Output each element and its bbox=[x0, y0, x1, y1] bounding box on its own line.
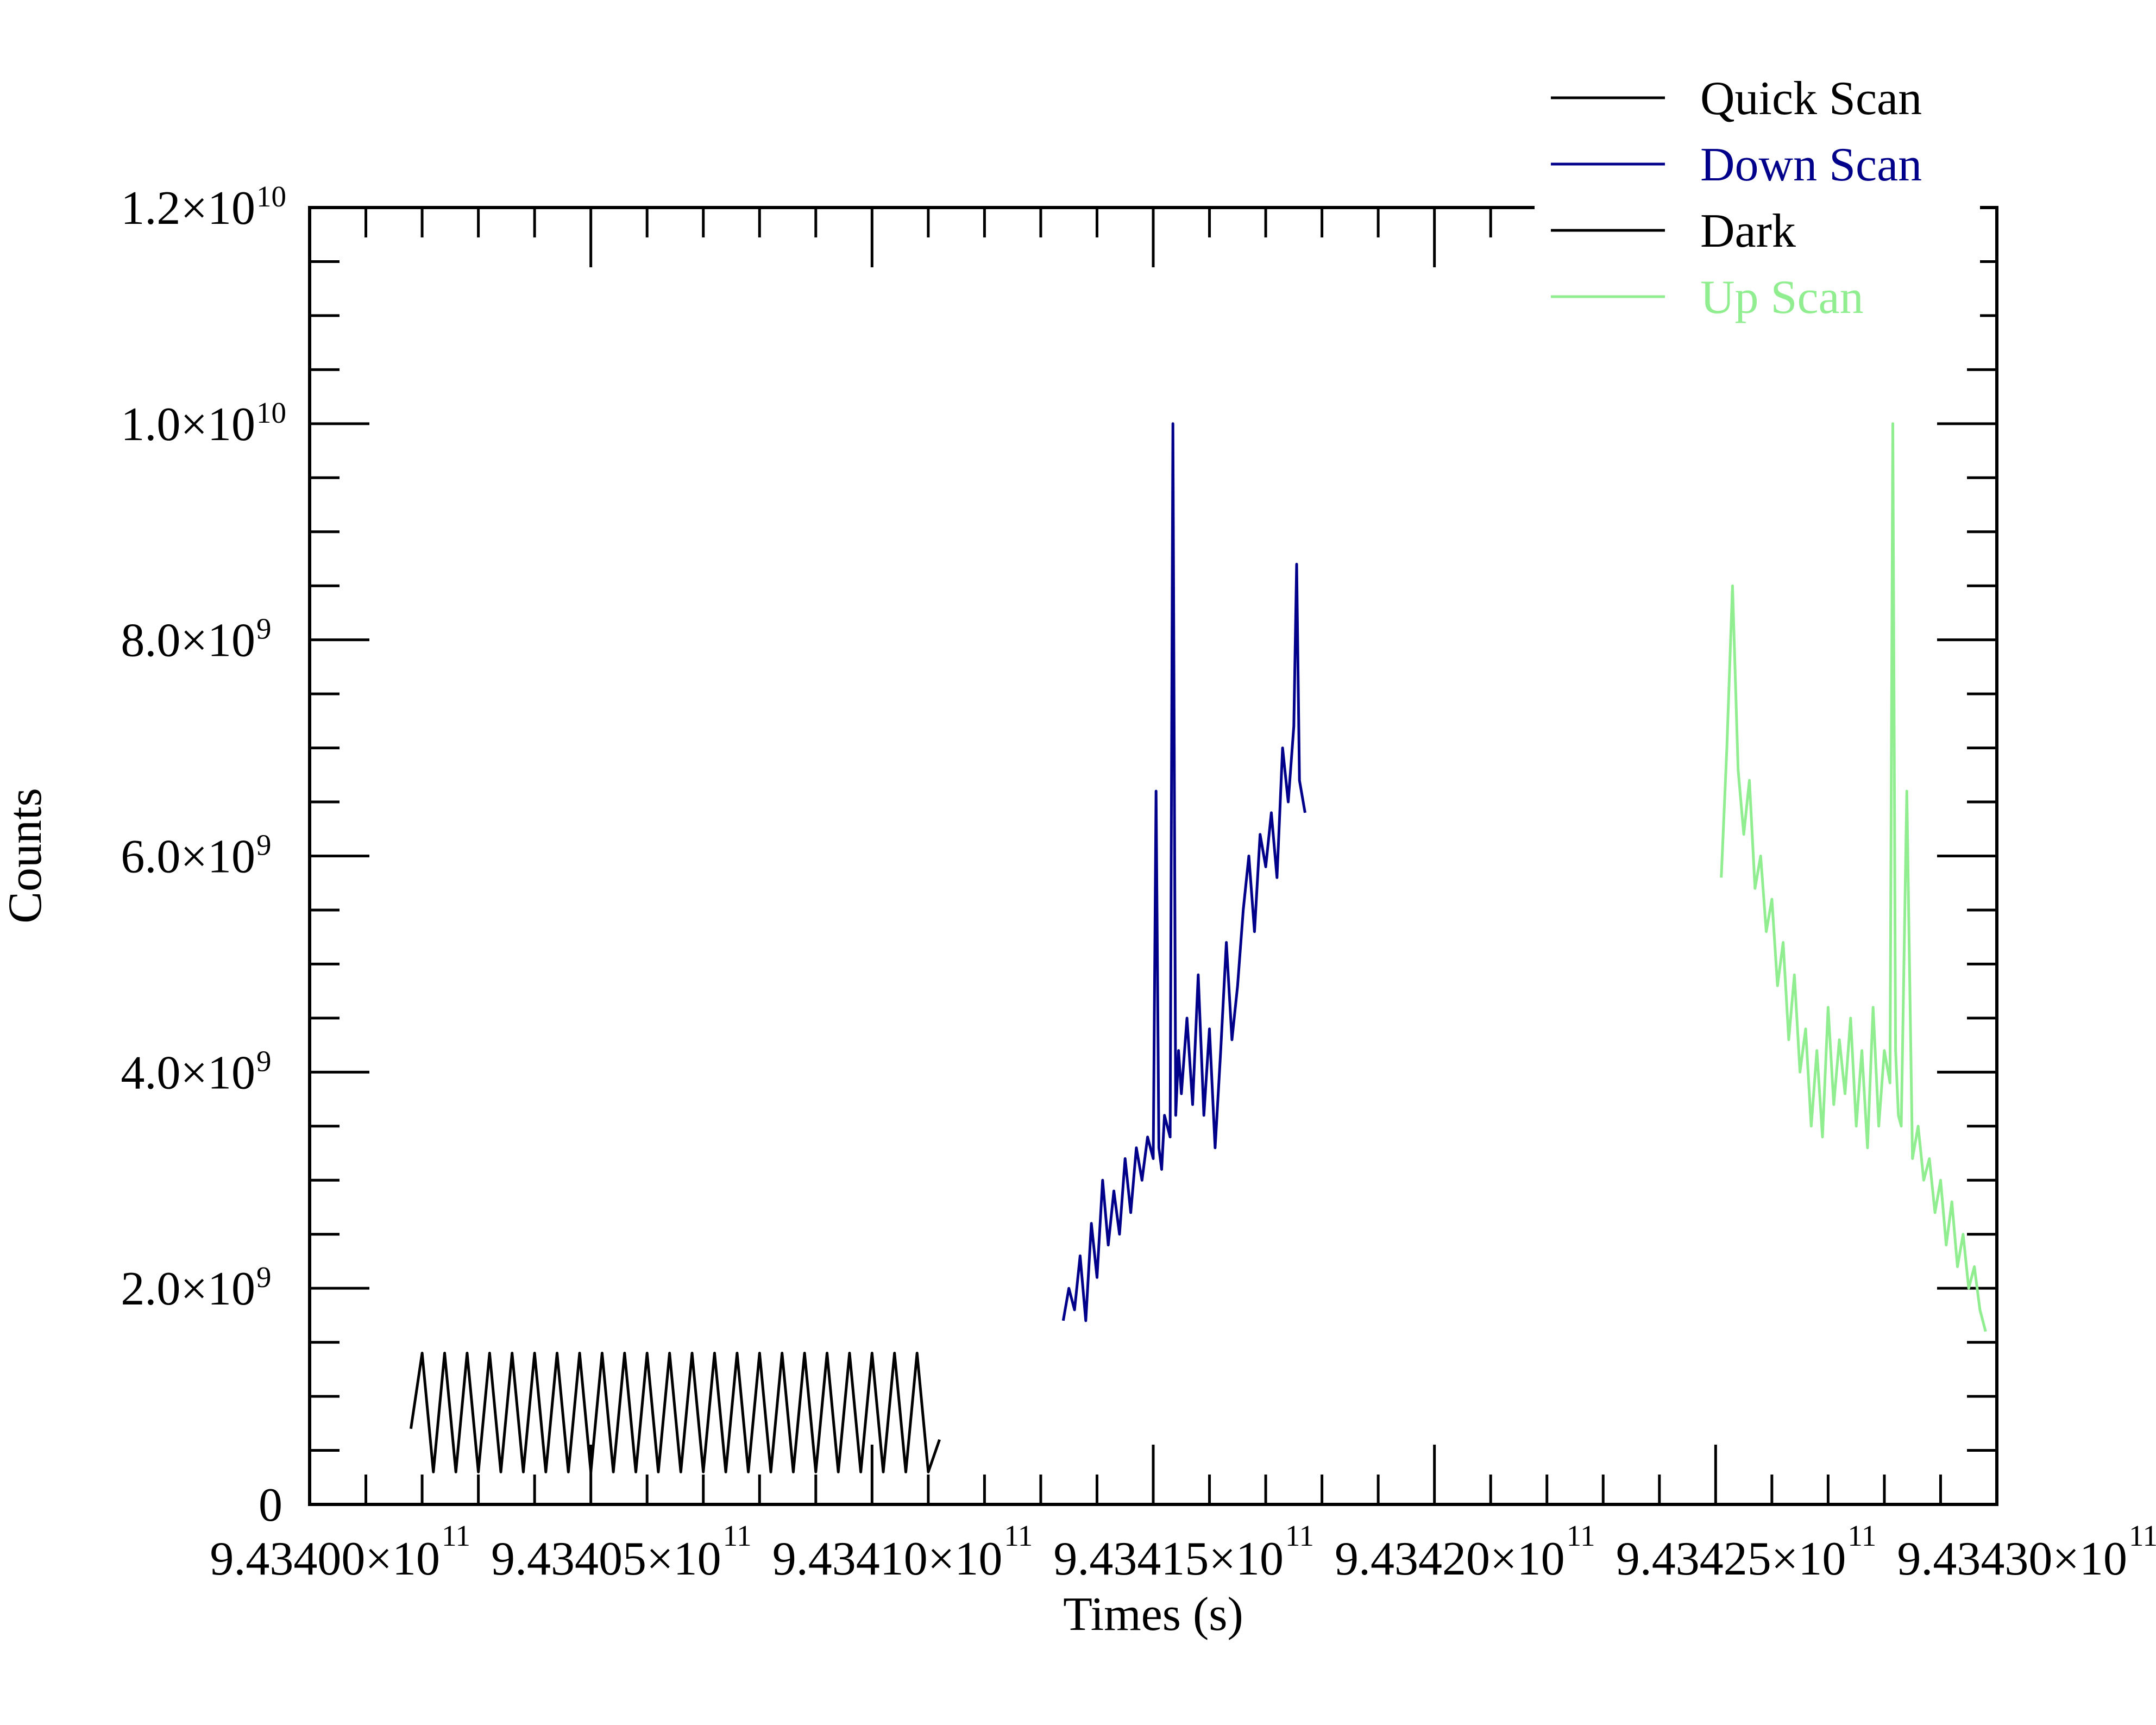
legend-label: Up Scan bbox=[1700, 271, 1864, 324]
y-tick-label: 1.2×10 bbox=[121, 182, 255, 235]
y-tick-exponent: 9 bbox=[256, 1044, 272, 1077]
x-tick-exponent: 11 bbox=[1004, 1519, 1033, 1552]
x-tick-exponent: 11 bbox=[2129, 1519, 2156, 1552]
legend-background bbox=[1535, 65, 1980, 337]
x-tick-exponent: 11 bbox=[1285, 1519, 1314, 1552]
x-axis-title: Times (s) bbox=[1063, 1588, 1243, 1641]
x-tick-exponent: 11 bbox=[1847, 1519, 1876, 1552]
x-tick-exponent: 11 bbox=[1567, 1519, 1595, 1552]
legend-label: Quick Scan bbox=[1700, 72, 1922, 125]
x-tick-label: 9.43425×10 bbox=[1616, 1533, 1846, 1585]
y-tick-exponent: 9 bbox=[256, 612, 272, 645]
y-tick-label: 8.0×10 bbox=[121, 614, 255, 667]
x-tick-label: 9.43405×10 bbox=[491, 1533, 721, 1585]
series-line-down-scan bbox=[1061, 422, 1306, 1322]
x-tick-exponent: 11 bbox=[442, 1519, 470, 1552]
y-tick-label: 6.0×10 bbox=[121, 831, 255, 883]
y-tick-label: 1.0×10 bbox=[121, 398, 255, 451]
legend-label: Down Scan bbox=[1700, 139, 1922, 191]
x-tick-label: 9.43430×10 bbox=[1897, 1533, 2127, 1585]
y-tick-exponent: 10 bbox=[256, 396, 286, 429]
x-tick-label: 9.43420×10 bbox=[1335, 1533, 1565, 1585]
x-tick-exponent: 11 bbox=[723, 1519, 752, 1552]
y-tick-label: 0 bbox=[259, 1479, 282, 1532]
x-axis: 9.43400×10 11 9.43405×10 11 9.43410×10 11 9.43… bbox=[210, 208, 2156, 1585]
x-tick-label: 9.43400×10 bbox=[210, 1533, 440, 1585]
y-axis: 02.0×10 94.0×10 96.0×10 98.0×10 91.0×10 101.2… bbox=[121, 180, 1997, 1532]
y-tick-exponent: 9 bbox=[256, 829, 272, 862]
legend-label: Dark bbox=[1700, 205, 1796, 258]
x-tick-label: 9.43415×10 bbox=[1053, 1533, 1284, 1585]
series-line-dark bbox=[409, 1352, 941, 1473]
y-axis-title: Counts bbox=[0, 788, 52, 923]
y-tick-exponent: 10 bbox=[256, 180, 286, 213]
x-tick-label: 9.43410×10 bbox=[772, 1533, 1003, 1585]
plot-area bbox=[308, 206, 1998, 1506]
series-line-up-scan bbox=[1720, 422, 1987, 1332]
y-tick-exponent: 9 bbox=[256, 1260, 272, 1294]
legend: Quick Scan Down Scan Dark Up Scan bbox=[1535, 65, 1980, 337]
y-tick-label: 4.0×10 bbox=[121, 1046, 255, 1099]
y-tick-label: 2.0×10 bbox=[121, 1263, 255, 1315]
series-layer bbox=[409, 422, 1987, 1473]
